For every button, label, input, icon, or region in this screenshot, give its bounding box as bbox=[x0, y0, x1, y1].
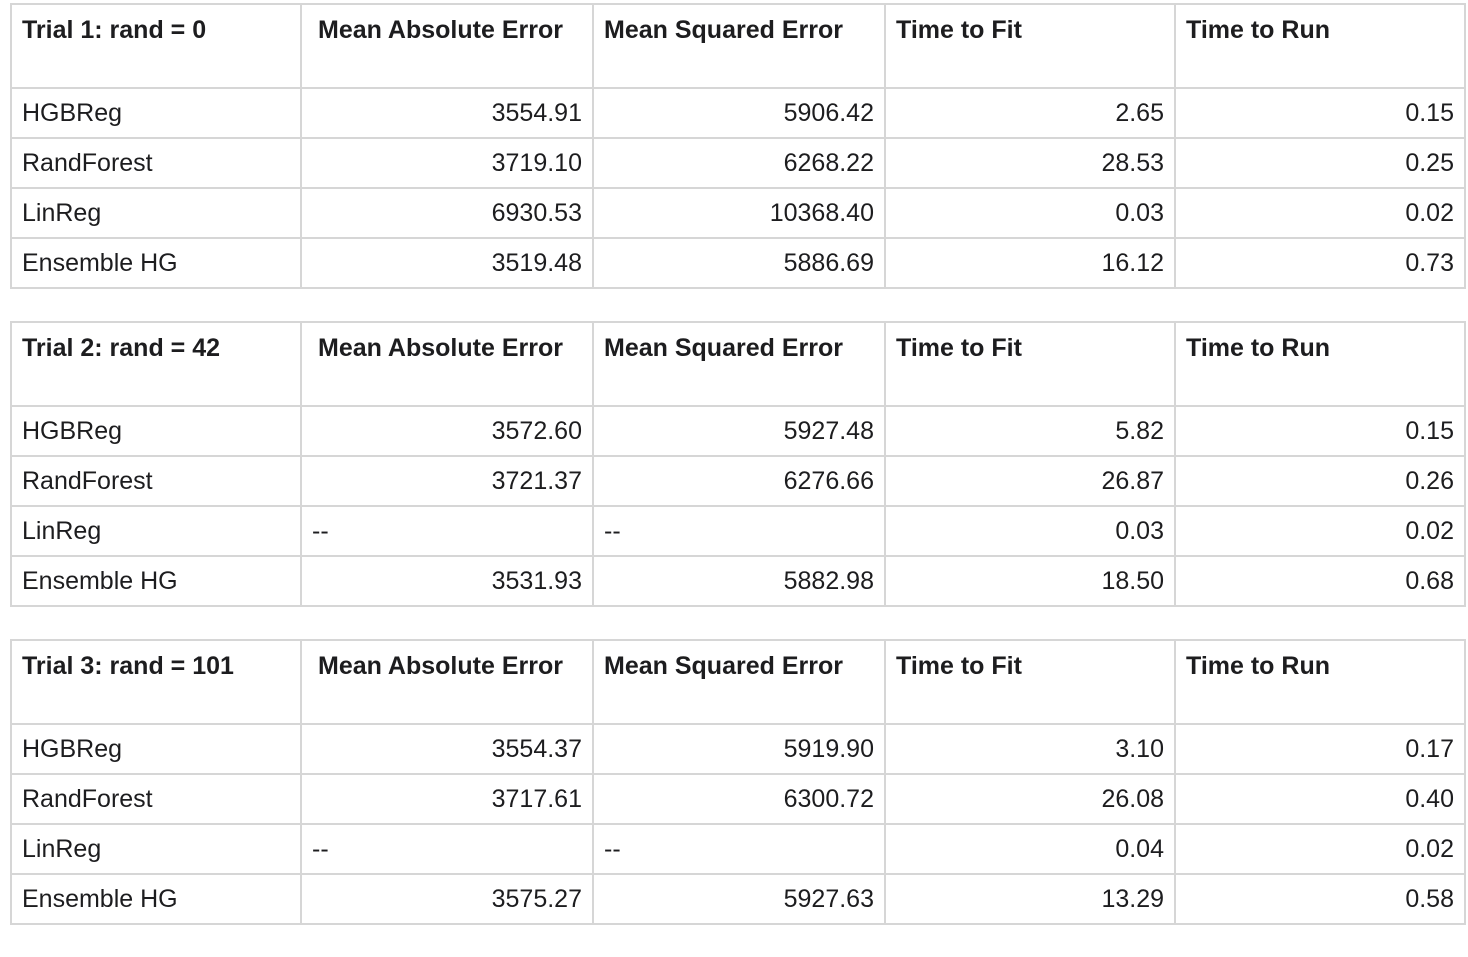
mean-absolute-error-cell: 3721.37 bbox=[300, 455, 594, 507]
table-row: LinReg -- -- 0.03 0.02 bbox=[10, 505, 1466, 557]
time-to-run-cell: 0.73 bbox=[1174, 237, 1466, 289]
table-row: HGBReg 3554.37 5919.90 3.10 0.17 bbox=[10, 723, 1466, 775]
header-row: Trial 3: rand = 101 Mean Absolute Error Me… bbox=[10, 639, 1466, 725]
column-header-mean-squared-error: Mean Squared Error bbox=[592, 639, 886, 725]
table-row: HGBReg 3554.91 5906.42 2.65 0.15 bbox=[10, 87, 1466, 139]
time-to-run-cell: 0.26 bbox=[1174, 455, 1466, 507]
column-header-time-to-fit: Time to Fit bbox=[884, 639, 1176, 725]
time-to-run-cell: 0.15 bbox=[1174, 87, 1466, 139]
table-row: RandForest 3717.61 6300.72 26.08 0.40 bbox=[10, 773, 1466, 825]
time-to-run-cell: 0.17 bbox=[1174, 723, 1466, 775]
model-name-cell: HGBReg bbox=[10, 87, 302, 139]
mean-absolute-error-cell: -- bbox=[300, 823, 594, 875]
mean-squared-error-cell: 6300.72 bbox=[592, 773, 886, 825]
mean-absolute-error-cell: -- bbox=[300, 505, 594, 557]
time-to-run-cell: 0.58 bbox=[1174, 873, 1466, 925]
time-to-fit-cell: 28.53 bbox=[884, 137, 1176, 189]
column-header-mean-squared-error: Mean Squared Error bbox=[592, 3, 886, 89]
header-row: Trial 2: rand = 42 Mean Absolute Error Mea… bbox=[10, 321, 1466, 407]
mean-absolute-error-cell: 3554.91 bbox=[300, 87, 594, 139]
table-row: Ensemble HG 3519.48 5886.69 16.12 0.73 bbox=[10, 237, 1466, 289]
model-name-cell: Ensemble HG bbox=[10, 237, 302, 289]
mean-squared-error-cell: 5927.48 bbox=[592, 405, 886, 457]
mean-squared-error-cell: 6276.66 bbox=[592, 455, 886, 507]
mean-absolute-error-cell: 6930.53 bbox=[300, 187, 594, 239]
trial-2-table: Trial 2: rand = 42 Mean Absolute Error Mea… bbox=[10, 321, 1466, 607]
mean-squared-error-cell: -- bbox=[592, 505, 886, 557]
trial-3-table: Trial 3: rand = 101 Mean Absolute Error Me… bbox=[10, 639, 1466, 925]
mean-squared-error-cell: 5906.42 bbox=[592, 87, 886, 139]
trial-title: Trial 3: rand = 101 bbox=[10, 639, 302, 725]
model-name-cell: HGBReg bbox=[10, 723, 302, 775]
model-name-cell: LinReg bbox=[10, 187, 302, 239]
time-to-fit-cell: 26.08 bbox=[884, 773, 1176, 825]
time-to-fit-cell: 16.12 bbox=[884, 237, 1176, 289]
model-name-cell: LinReg bbox=[10, 823, 302, 875]
mean-squared-error-cell: 5882.98 bbox=[592, 555, 886, 607]
time-to-run-cell: 0.02 bbox=[1174, 505, 1466, 557]
model-name-cell: RandForest bbox=[10, 137, 302, 189]
time-to-fit-cell: 0.03 bbox=[884, 505, 1176, 557]
time-to-run-cell: 0.15 bbox=[1174, 405, 1466, 457]
mean-squared-error-cell: 10368.40 bbox=[592, 187, 886, 239]
column-header-mean-absolute-error: Mean Absolute Error bbox=[300, 639, 594, 725]
mean-absolute-error-cell: 3572.60 bbox=[300, 405, 594, 457]
time-to-fit-cell: 26.87 bbox=[884, 455, 1176, 507]
table-row: Ensemble HG 3575.27 5927.63 13.29 0.58 bbox=[10, 873, 1466, 925]
time-to-fit-cell: 3.10 bbox=[884, 723, 1176, 775]
mean-absolute-error-cell: 3575.27 bbox=[300, 873, 594, 925]
time-to-run-cell: 0.02 bbox=[1174, 187, 1466, 239]
mean-squared-error-cell: 5919.90 bbox=[592, 723, 886, 775]
column-header-mean-squared-error: Mean Squared Error bbox=[592, 321, 886, 407]
time-to-fit-cell: 0.04 bbox=[884, 823, 1176, 875]
column-header-mean-absolute-error: Mean Absolute Error bbox=[300, 321, 594, 407]
mean-absolute-error-cell: 3717.61 bbox=[300, 773, 594, 825]
time-to-run-cell: 0.68 bbox=[1174, 555, 1466, 607]
model-name-cell: RandForest bbox=[10, 455, 302, 507]
time-to-fit-cell: 2.65 bbox=[884, 87, 1176, 139]
trial-title: Trial 2: rand = 42 bbox=[10, 321, 302, 407]
header-row: Trial 1: rand = 0 Mean Absolute Error Mean… bbox=[10, 3, 1466, 89]
table-row: RandForest 3721.37 6276.66 26.87 0.26 bbox=[10, 455, 1466, 507]
time-to-fit-cell: 18.50 bbox=[884, 555, 1176, 607]
model-name-cell: RandForest bbox=[10, 773, 302, 825]
mean-absolute-error-cell: 3719.10 bbox=[300, 137, 594, 189]
table-row: Ensemble HG 3531.93 5882.98 18.50 0.68 bbox=[10, 555, 1466, 607]
column-header-time-to-run: Time to Run bbox=[1174, 321, 1466, 407]
column-header-time-to-fit: Time to Fit bbox=[884, 321, 1176, 407]
time-to-fit-cell: 5.82 bbox=[884, 405, 1176, 457]
trial-title: Trial 1: rand = 0 bbox=[10, 3, 302, 89]
mean-squared-error-cell: 6268.22 bbox=[592, 137, 886, 189]
column-header-time-to-run: Time to Run bbox=[1174, 639, 1466, 725]
time-to-run-cell: 0.02 bbox=[1174, 823, 1466, 875]
time-to-run-cell: 0.40 bbox=[1174, 773, 1466, 825]
table-row: LinReg 6930.53 10368.40 0.03 0.02 bbox=[10, 187, 1466, 239]
column-header-mean-absolute-error: Mean Absolute Error bbox=[300, 3, 594, 89]
table-row: LinReg -- -- 0.04 0.02 bbox=[10, 823, 1466, 875]
model-name-cell: HGBReg bbox=[10, 405, 302, 457]
mean-absolute-error-cell: 3554.37 bbox=[300, 723, 594, 775]
trial-1-table: Trial 1: rand = 0 Mean Absolute Error Mean… bbox=[10, 3, 1466, 289]
mean-squared-error-cell: -- bbox=[592, 823, 886, 875]
model-name-cell: LinReg bbox=[10, 505, 302, 557]
column-header-time-to-fit: Time to Fit bbox=[884, 3, 1176, 89]
column-header-time-to-run: Time to Run bbox=[1174, 3, 1466, 89]
mean-absolute-error-cell: 3531.93 bbox=[300, 555, 594, 607]
model-name-cell: Ensemble HG bbox=[10, 873, 302, 925]
time-to-run-cell: 0.25 bbox=[1174, 137, 1466, 189]
mean-squared-error-cell: 5927.63 bbox=[592, 873, 886, 925]
time-to-fit-cell: 13.29 bbox=[884, 873, 1176, 925]
mean-absolute-error-cell: 3519.48 bbox=[300, 237, 594, 289]
table-row: HGBReg 3572.60 5927.48 5.82 0.15 bbox=[10, 405, 1466, 457]
model-name-cell: Ensemble HG bbox=[10, 555, 302, 607]
trial-tables: Trial 1: rand = 0 Mean Absolute Error Mean… bbox=[10, 3, 1466, 957]
table-row: RandForest 3719.10 6268.22 28.53 0.25 bbox=[10, 137, 1466, 189]
time-to-fit-cell: 0.03 bbox=[884, 187, 1176, 239]
mean-squared-error-cell: 5886.69 bbox=[592, 237, 886, 289]
